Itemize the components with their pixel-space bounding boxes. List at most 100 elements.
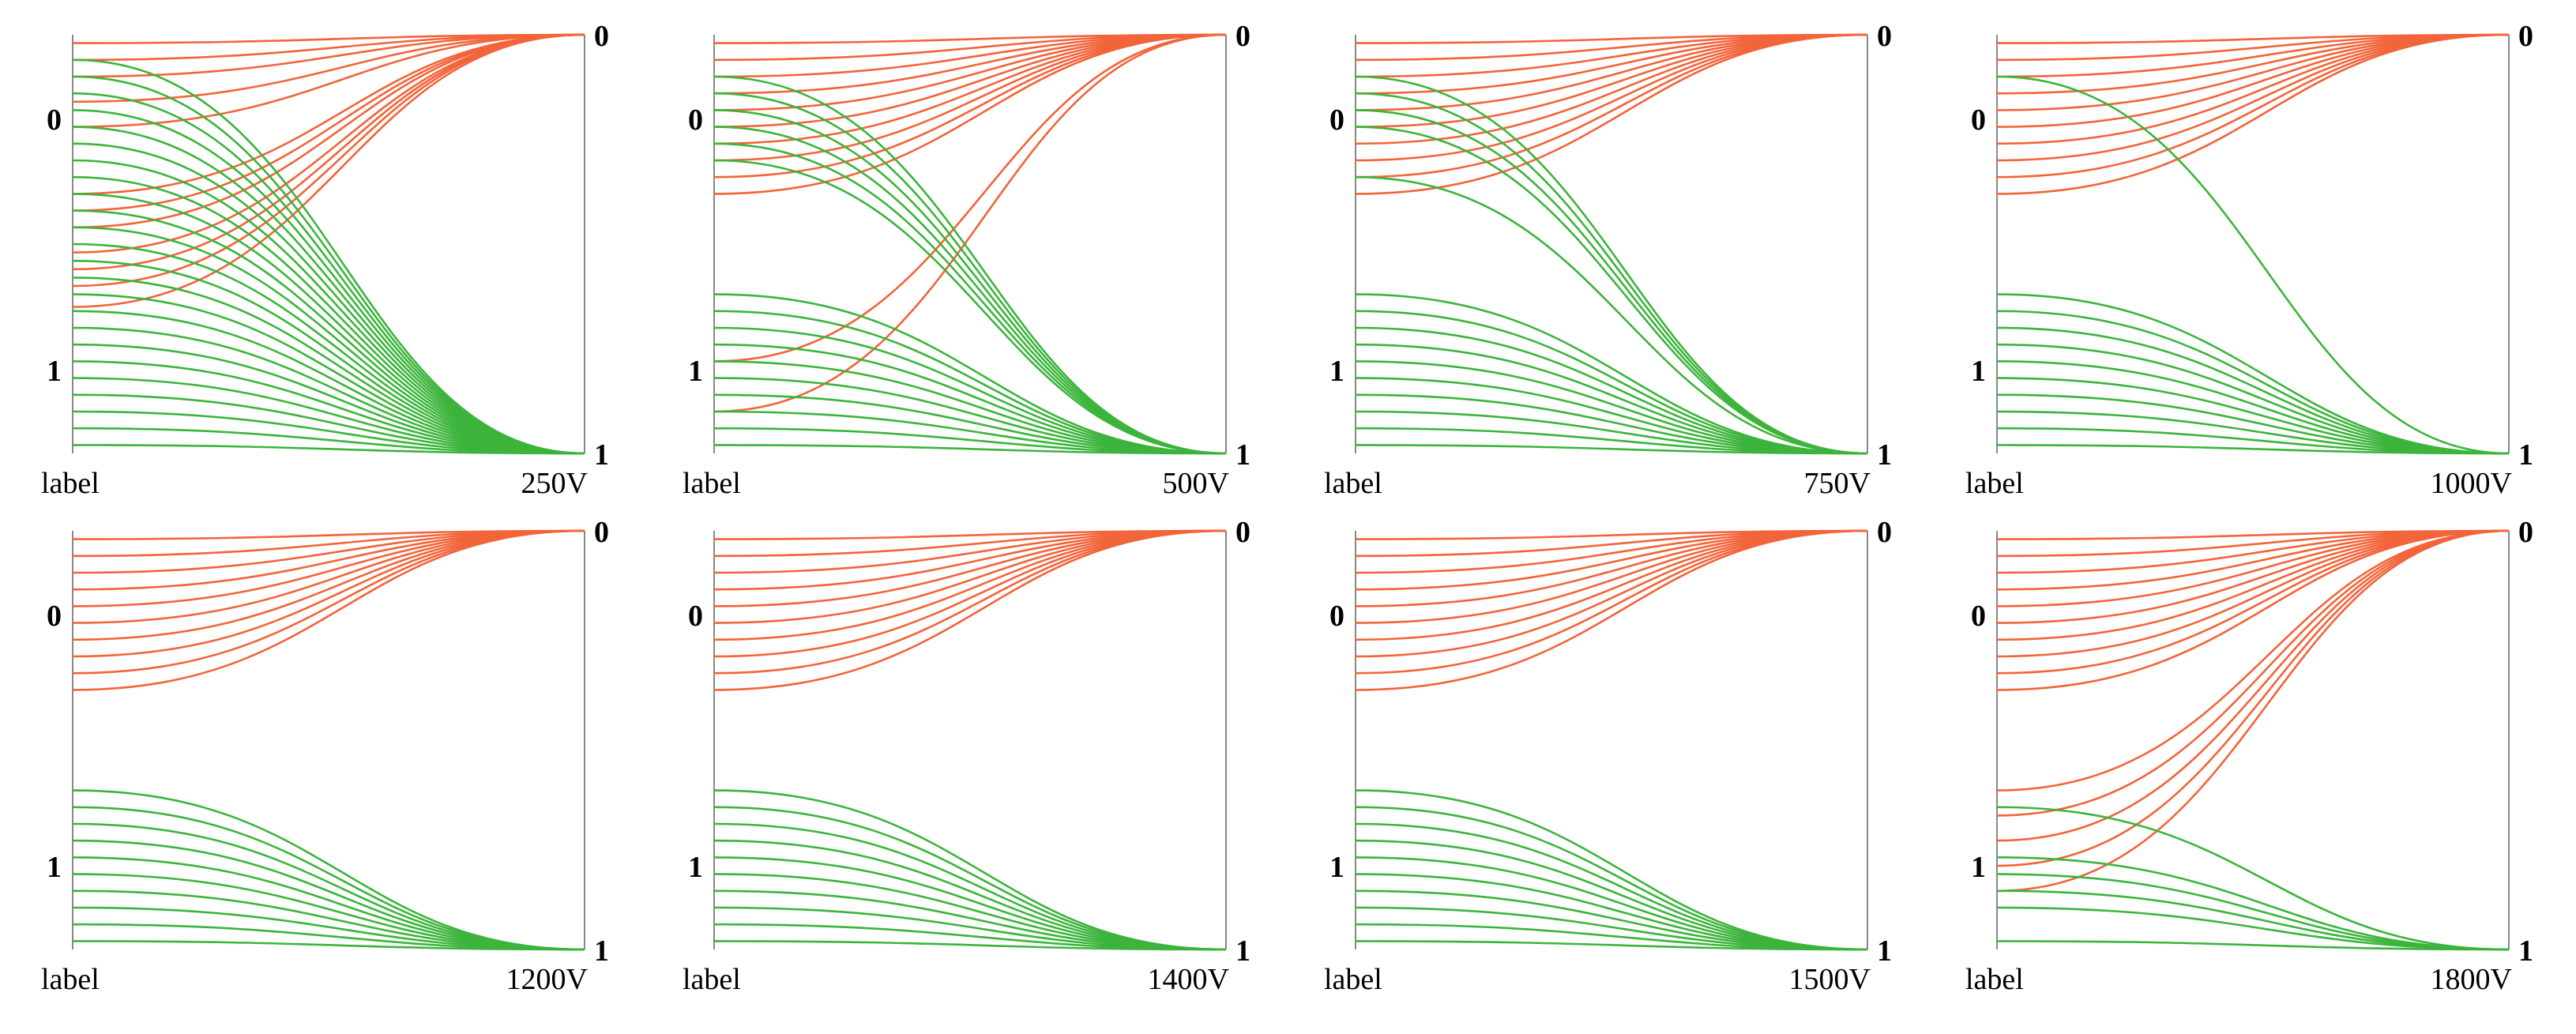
series-orange-line-13 xyxy=(1996,529,2510,867)
series-orange-line-9 xyxy=(713,529,1227,691)
panel-title: 750V xyxy=(1804,467,1871,500)
series-green-line-4 xyxy=(1996,906,2510,951)
series-orange-line-4 xyxy=(1996,33,2510,111)
series-green-line-5 xyxy=(1355,873,1868,951)
series-orange-line-7 xyxy=(72,33,585,229)
left-tick-label: 0 xyxy=(688,600,703,633)
x-axis-label: label xyxy=(1965,467,2024,500)
left-tick-label: 1 xyxy=(1971,355,1986,388)
series-orange-line-11 xyxy=(713,33,1227,413)
series-orange-line-11 xyxy=(1996,529,2510,817)
right-tick-label: 1 xyxy=(1877,934,1892,968)
series-green-line-6 xyxy=(1996,377,2510,455)
right-tick-label: 0 xyxy=(2518,20,2533,53)
series-green-line-2 xyxy=(1355,109,1868,455)
left-tick-label: 0 xyxy=(1971,103,1986,137)
series-green-line-7 xyxy=(1355,326,1868,455)
panel-title: 1800V xyxy=(2431,963,2513,996)
series-green-line-14 xyxy=(1355,444,1868,455)
series-orange-line-6 xyxy=(1996,529,2510,641)
right-tick-label: 0 xyxy=(594,516,609,549)
right-tick-label: 0 xyxy=(1877,20,1892,53)
x-axis-label: label xyxy=(1965,963,2024,996)
left-tick-label: 0 xyxy=(1329,103,1344,137)
series-green-line-2 xyxy=(713,822,1227,951)
left-tick-label: 0 xyxy=(47,103,62,137)
panel-title: 1400V xyxy=(1148,963,1230,996)
series-orange-line-9 xyxy=(713,33,1227,195)
right-tick-label: 0 xyxy=(594,20,609,53)
series-green-line-5 xyxy=(72,873,585,951)
left-tick-label: 0 xyxy=(688,103,703,137)
series-orange-line-9 xyxy=(1355,529,1868,691)
series-green-line-5 xyxy=(713,159,1227,455)
panel-1800V: 0 1 0 1 label 1800V xyxy=(1965,516,2533,996)
panel-title: 1500V xyxy=(1789,963,1871,996)
series-orange-line-4 xyxy=(1355,529,1868,607)
x-axis-label: label xyxy=(683,467,741,500)
x-axis-label: label xyxy=(41,467,100,500)
series-green-line-16 xyxy=(72,326,585,455)
series-orange-line-14 xyxy=(1996,529,2510,893)
left-tick-label: 1 xyxy=(1329,851,1344,884)
panel-title: 500V xyxy=(1163,467,1230,500)
series-orange-line-2 xyxy=(72,33,585,78)
series-green-line-3 xyxy=(713,839,1227,951)
right-tick-label: 1 xyxy=(594,438,609,472)
series-green-line-3 xyxy=(1355,126,1868,455)
left-tick-label: 1 xyxy=(1971,851,1986,884)
series-green-line-2 xyxy=(72,822,585,951)
series-green-line-4 xyxy=(1355,175,1868,455)
series-green-line-2 xyxy=(713,109,1227,455)
series-orange-line-4 xyxy=(72,33,585,128)
series-green-line-5 xyxy=(1996,940,2510,951)
left-tick-label: 1 xyxy=(688,355,703,388)
series-green-line-0 xyxy=(1996,75,2510,455)
series-orange-line-4 xyxy=(713,529,1227,607)
series-orange-line-7 xyxy=(713,33,1227,162)
series-orange-line-7 xyxy=(1996,529,2510,658)
series-orange-line-7 xyxy=(1996,33,2510,162)
panel-title: 1200V xyxy=(506,963,589,996)
series-green-line-15 xyxy=(713,444,1227,455)
panel-title: 1000V xyxy=(2431,467,2513,500)
series-green-line-10 xyxy=(1996,444,2510,455)
series-orange-line-4 xyxy=(72,529,585,607)
left-tick-label: 0 xyxy=(47,600,62,633)
series-green-line-3 xyxy=(1355,839,1868,951)
series-orange-line-4 xyxy=(1355,33,1868,111)
x-axis-label: label xyxy=(1324,963,1382,996)
left-tick-label: 1 xyxy=(47,851,62,884)
series-green-line-11 xyxy=(713,377,1227,455)
series-orange-line-9 xyxy=(1355,33,1868,195)
left-tick-label: 1 xyxy=(1329,355,1344,388)
series-orange-line-6 xyxy=(1355,529,1868,641)
series-green-line-23 xyxy=(72,444,585,455)
right-tick-label: 0 xyxy=(1235,516,1250,549)
x-axis-label: label xyxy=(41,963,100,996)
panel-1400V: 0 1 0 1 label 1400V xyxy=(683,516,1250,996)
series-orange-line-4 xyxy=(713,33,1227,111)
series-green-line-9 xyxy=(713,940,1227,951)
panel-1200V: 0 1 0 1 label 1200V xyxy=(41,516,609,996)
panel-title: 250V xyxy=(521,467,589,500)
series-orange-line-7 xyxy=(1355,529,1868,658)
series-green-line-3 xyxy=(72,839,585,951)
panel-1500V: 0 1 0 1 label 1500V xyxy=(1324,516,1892,996)
panel-750V: 0 1 0 1 label 750V xyxy=(1324,20,1892,500)
series-green-line-8 xyxy=(713,326,1227,455)
series-green-line-2 xyxy=(1355,822,1868,951)
series-green-line-1 xyxy=(1355,92,1868,455)
panel-500V: 0 1 0 1 label 500V xyxy=(683,20,1250,500)
right-tick-label: 1 xyxy=(1235,934,1250,968)
series-orange-line-7 xyxy=(713,529,1227,658)
right-tick-label: 0 xyxy=(2518,516,2533,549)
series-orange-line-6 xyxy=(72,529,585,641)
series-orange-line-7 xyxy=(1355,33,1868,162)
series-green-line-2 xyxy=(1996,873,2510,951)
series-orange-line-12 xyxy=(1996,529,2510,842)
right-tick-label: 1 xyxy=(1877,438,1892,472)
series-orange-line-6 xyxy=(713,529,1227,641)
series-green-line-1 xyxy=(1996,856,2510,951)
